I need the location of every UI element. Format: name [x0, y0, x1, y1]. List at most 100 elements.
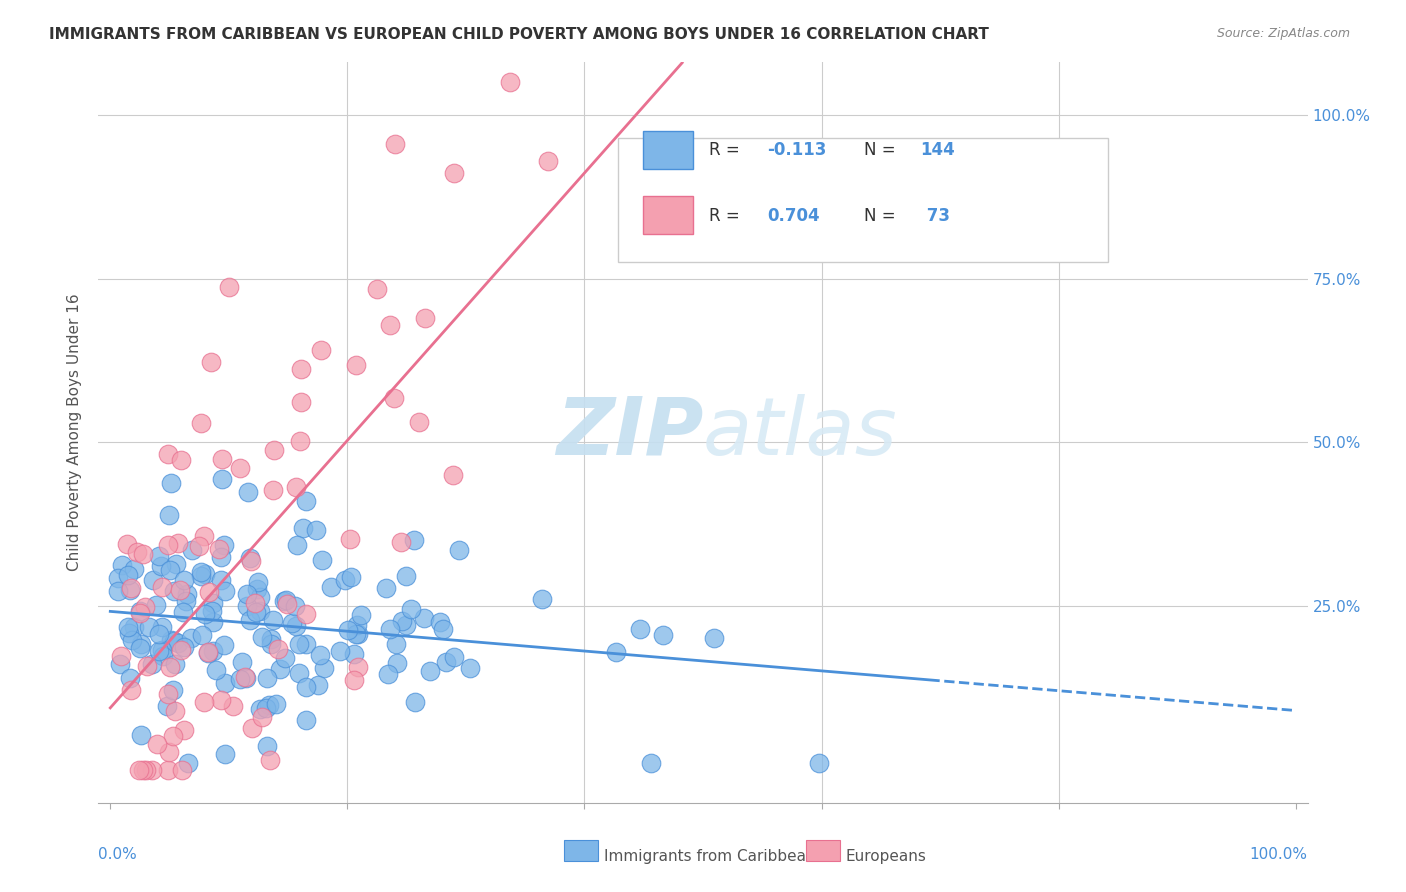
- Text: IMMIGRANTS FROM CARIBBEAN VS EUROPEAN CHILD POVERTY AMONG BOYS UNDER 16 CORRELAT: IMMIGRANTS FROM CARIBBEAN VS EUROPEAN CH…: [49, 27, 988, 42]
- Point: [128, 606, 150, 620]
- Point: [628, 622, 651, 636]
- Point: [267, 642, 290, 657]
- Point: [162, 682, 184, 697]
- Point: [245, 605, 267, 619]
- Point: [284, 619, 307, 633]
- Point: [150, 580, 173, 594]
- Point: [640, 756, 662, 771]
- Point: [250, 631, 273, 645]
- Point: [292, 521, 315, 535]
- Point: [172, 763, 194, 777]
- Point: [384, 137, 406, 152]
- Point: [377, 666, 399, 681]
- Point: [344, 359, 367, 373]
- Point: [163, 583, 186, 598]
- Point: [290, 362, 312, 376]
- Point: [249, 604, 271, 618]
- Text: 144: 144: [921, 141, 956, 159]
- Point: [284, 599, 307, 613]
- Point: [389, 535, 412, 549]
- Point: [295, 607, 318, 622]
- Point: [288, 666, 311, 681]
- Point: [193, 695, 215, 709]
- Point: [294, 493, 316, 508]
- Point: [121, 633, 143, 648]
- Point: [419, 664, 441, 678]
- Point: [150, 620, 173, 634]
- Point: [159, 745, 181, 759]
- Point: [135, 763, 157, 777]
- Point: [176, 587, 198, 601]
- Point: [239, 613, 262, 627]
- Point: [385, 637, 408, 651]
- Point: [146, 737, 169, 751]
- Point: [304, 523, 326, 537]
- Point: [204, 663, 226, 677]
- Text: atlas: atlas: [703, 393, 898, 472]
- Point: [197, 645, 219, 659]
- Point: [148, 549, 170, 563]
- Point: [180, 542, 202, 557]
- Text: R =: R =: [709, 208, 745, 226]
- Point: [173, 640, 195, 654]
- Point: [311, 553, 333, 567]
- Point: [413, 611, 436, 625]
- Point: [110, 649, 132, 664]
- Point: [201, 604, 224, 618]
- Point: [107, 571, 129, 585]
- Point: [651, 627, 673, 641]
- Point: [240, 554, 263, 568]
- Text: N =: N =: [863, 141, 901, 159]
- Point: [276, 593, 298, 607]
- Point: [134, 600, 156, 615]
- Point: [120, 682, 142, 697]
- Point: [115, 537, 138, 551]
- Text: 100.0%: 100.0%: [1250, 847, 1308, 863]
- Point: [269, 662, 291, 676]
- Point: [141, 763, 163, 777]
- Point: [222, 699, 245, 714]
- Point: [128, 641, 150, 656]
- Point: [118, 582, 141, 597]
- Point: [537, 153, 560, 168]
- Point: [190, 628, 212, 642]
- Point: [193, 529, 215, 543]
- Point: [260, 632, 283, 646]
- Point: [214, 676, 236, 690]
- Point: [142, 573, 165, 587]
- Point: [231, 655, 253, 669]
- Point: [132, 763, 155, 777]
- Point: [148, 627, 170, 641]
- Point: [120, 581, 142, 595]
- Point: [212, 538, 235, 552]
- Point: [209, 574, 232, 588]
- Point: [214, 747, 236, 761]
- Point: [309, 648, 332, 662]
- Point: [187, 539, 209, 553]
- Point: [347, 627, 370, 641]
- Point: [120, 671, 142, 685]
- Point: [162, 729, 184, 743]
- Point: [209, 692, 232, 706]
- Point: [309, 343, 332, 358]
- Point: [276, 597, 298, 611]
- Point: [229, 673, 252, 687]
- Point: [165, 657, 187, 671]
- Point: [443, 166, 465, 180]
- Point: [197, 585, 219, 599]
- Point: [346, 618, 368, 632]
- Point: [340, 570, 363, 584]
- Point: [703, 631, 725, 645]
- Point: [307, 678, 329, 692]
- Point: [375, 581, 398, 595]
- Point: [429, 615, 451, 630]
- Point: [402, 533, 425, 547]
- Point: [107, 584, 129, 599]
- Point: [177, 756, 200, 771]
- Point: [329, 644, 352, 658]
- FancyBboxPatch shape: [619, 138, 1108, 262]
- Point: [262, 613, 284, 627]
- Point: [128, 763, 150, 777]
- Bar: [806, 840, 839, 861]
- Point: [122, 562, 145, 576]
